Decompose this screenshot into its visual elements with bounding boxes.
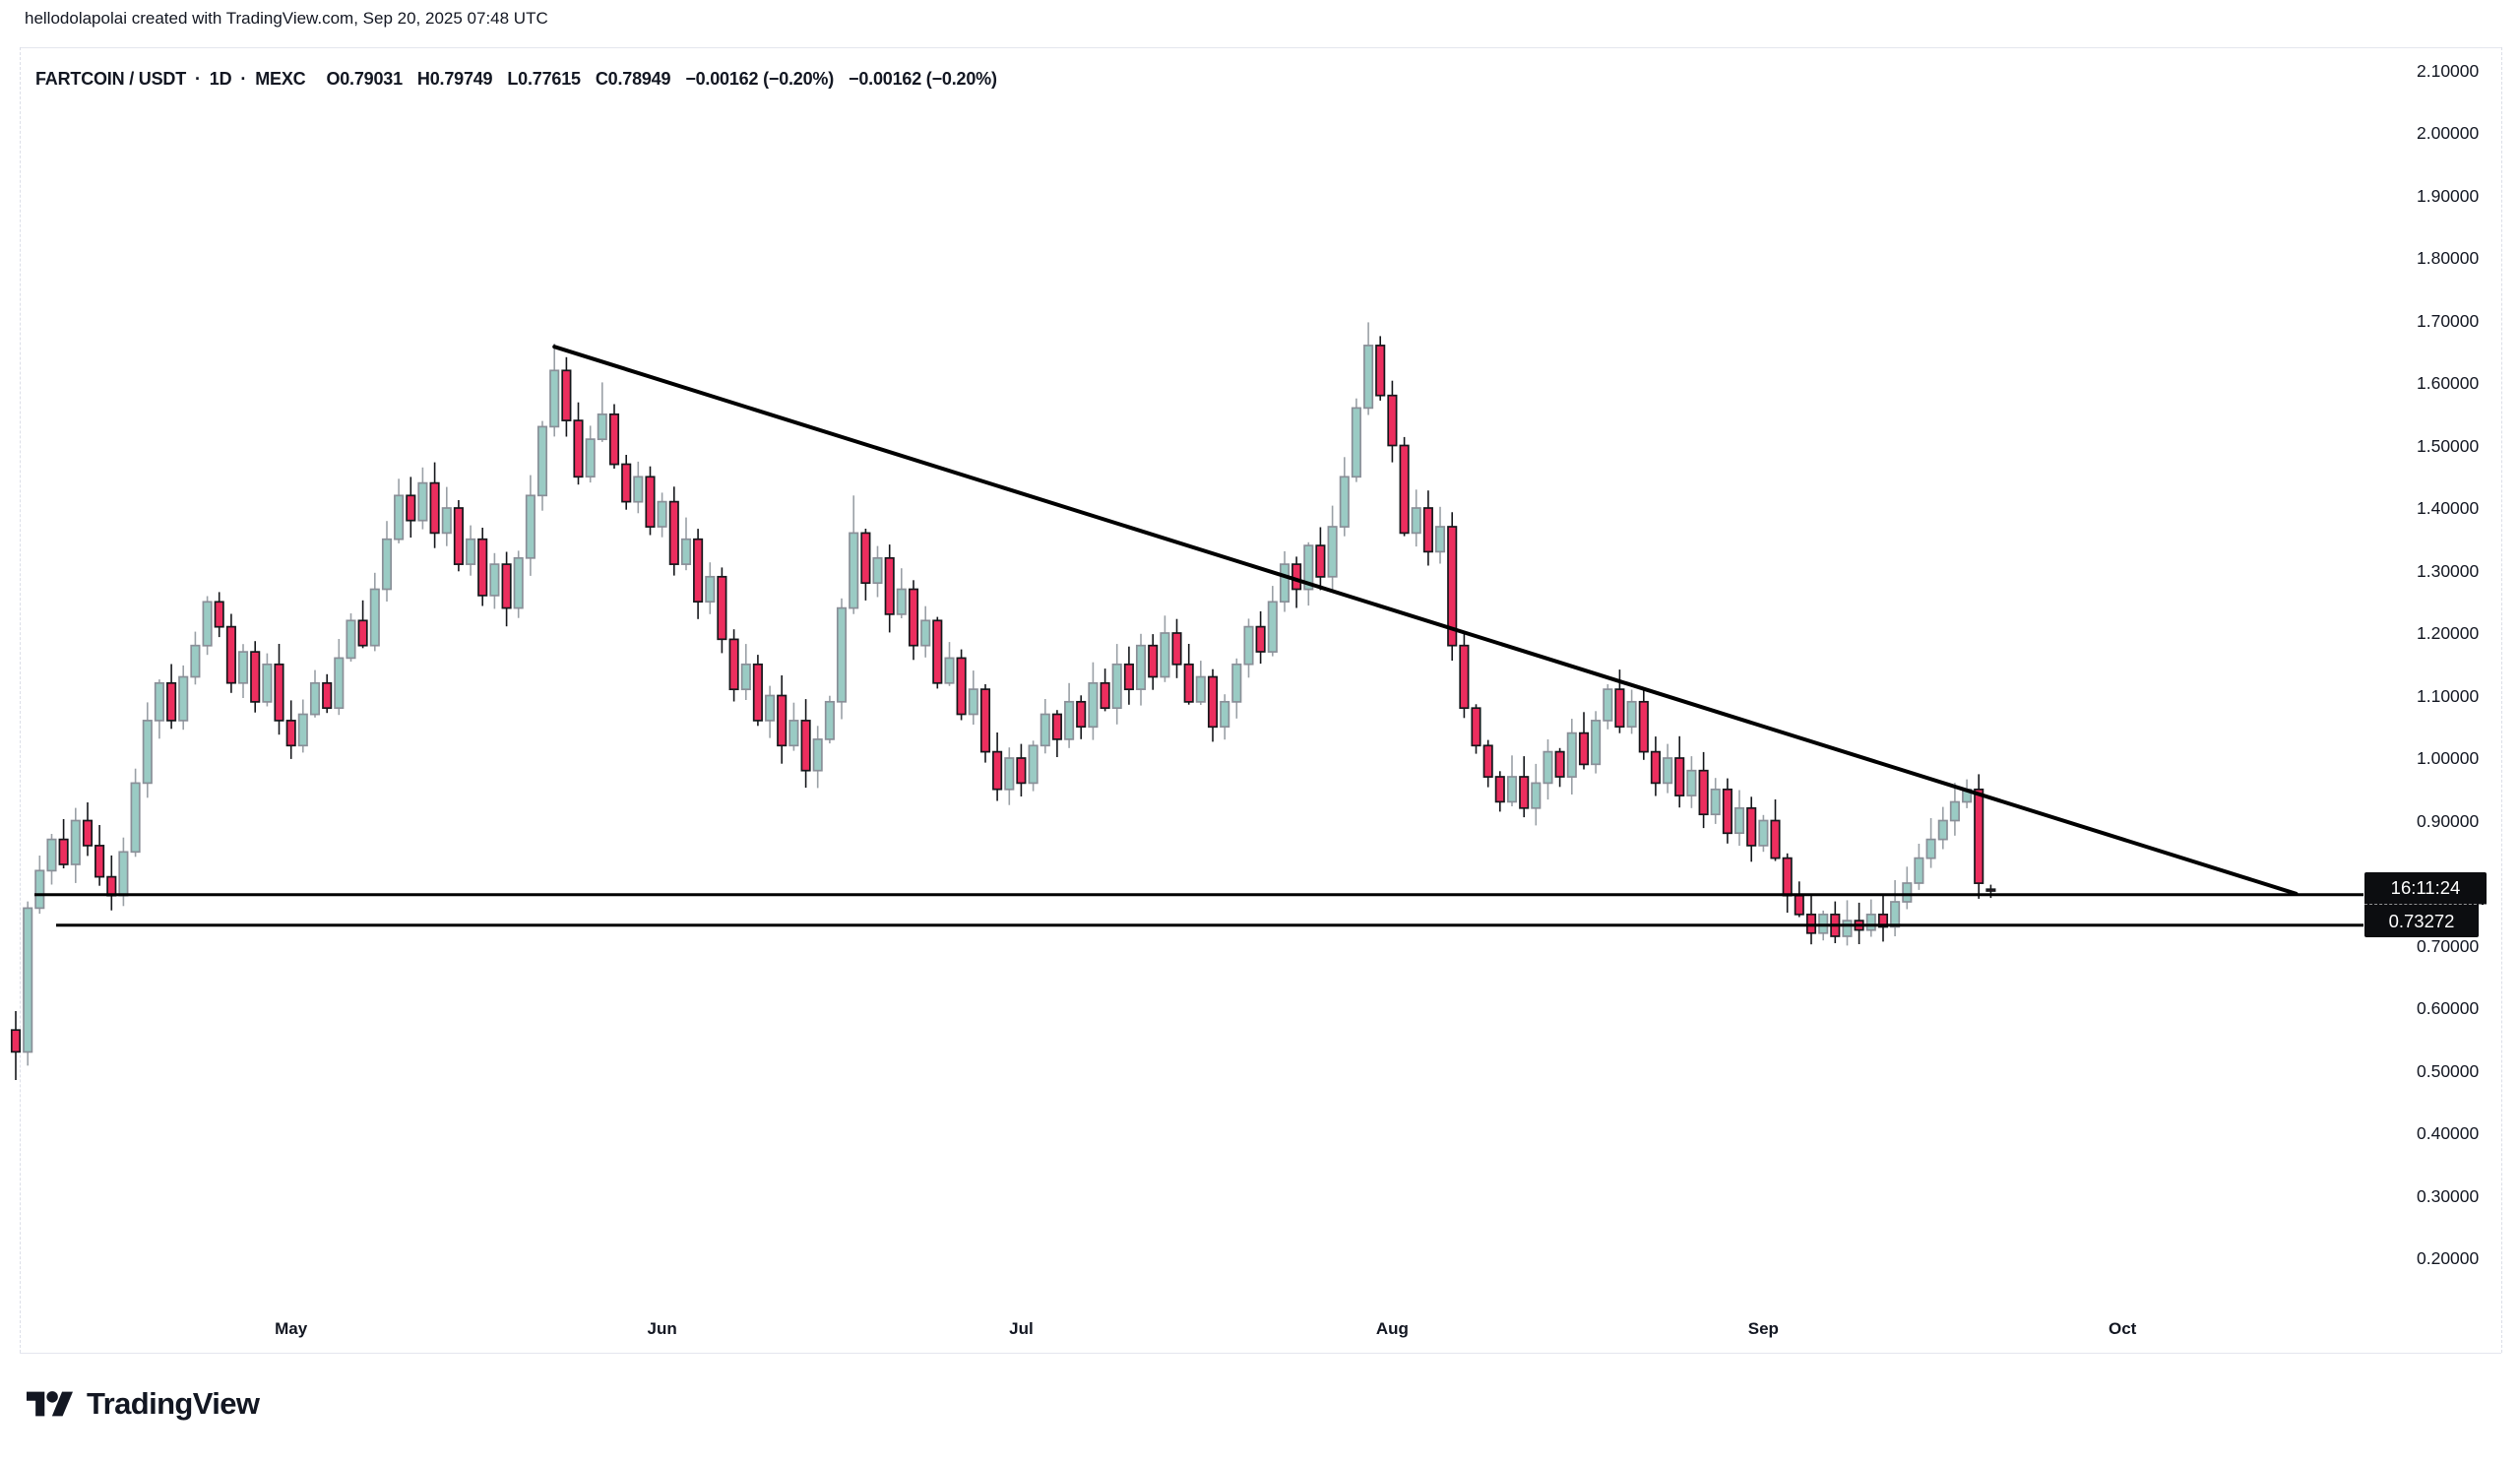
price-axis-label: 0.60000 — [2417, 998, 2480, 1018]
legend-low-value: L0.77615 — [507, 69, 581, 89]
legend-interval[interactable]: 1D — [209, 69, 232, 89]
price-axis-label: 1.30000 — [2417, 560, 2480, 581]
time-axis-label: Jun — [647, 1319, 677, 1338]
legend-change-secondary: −0.00162 (−0.20%) — [849, 69, 997, 89]
legend-close-value: C0.78949 — [595, 69, 671, 89]
time-axis-label: May — [275, 1319, 308, 1338]
price-axis-label: 1.60000 — [2417, 373, 2480, 393]
price-axis-label: 2.00000 — [2417, 123, 2480, 143]
chart-legend: FARTCOIN / USDT · 1D · MEXC O0.79031 H0.… — [35, 69, 997, 90]
tradingview-logo[interactable]: TradingView — [27, 1386, 260, 1422]
legend-high-value: H0.79749 — [416, 69, 493, 89]
tradingview-wordmark: TradingView — [87, 1386, 260, 1421]
time-axis-label: Oct — [2108, 1319, 2137, 1338]
price-axis-label: 0.20000 — [2417, 1248, 2480, 1268]
legend-symbol[interactable]: FARTCOIN / USDT — [35, 69, 186, 89]
legend-open-value: O0.79031 — [326, 69, 403, 89]
legend-exchange: MEXC — [255, 69, 306, 89]
legend-change: −0.00162 (−0.20%) — [685, 69, 835, 89]
price-axis-label: 1.80000 — [2417, 248, 2480, 268]
tradingview-logo-icon — [27, 1391, 73, 1417]
price-axis-label: 1.10000 — [2417, 685, 2480, 706]
horizontal-line-price-badge: 0.73272 — [2364, 905, 2479, 937]
time-axis-label: Aug — [1375, 1319, 1409, 1338]
pane-left-border — [20, 47, 21, 1353]
price-axis-label: 2.10000 — [2417, 60, 2480, 81]
pane-bottom-border — [20, 1353, 2501, 1354]
candlestick-series — [10, 322, 1996, 1080]
price-axis-label: 1.40000 — [2417, 498, 2480, 518]
price-axis-label: 1.90000 — [2417, 185, 2480, 206]
trendline-and-levels[interactable] — [34, 345, 2363, 927]
price-axis-label: 0.40000 — [2417, 1123, 2480, 1143]
time-axis-label: Sep — [1747, 1319, 1779, 1338]
bar-countdown-badge: 16:11:24 — [2364, 872, 2487, 905]
pane-top-border — [20, 47, 2501, 48]
price-axis-label: 1.50000 — [2417, 435, 2480, 456]
time-axis-label: Jul — [1009, 1319, 1034, 1338]
legend-separator: · — [240, 69, 247, 89]
price-axis-label: 0.50000 — [2417, 1060, 2480, 1081]
attribution-text: hellodolapolai created with TradingView.… — [25, 9, 548, 28]
price-axis-label: 1.00000 — [2417, 748, 2480, 768]
legend-separator: · — [195, 69, 201, 89]
pane-right-border — [2501, 47, 2502, 1353]
price-axis-label: 1.20000 — [2417, 623, 2480, 643]
price-axis-label: 0.30000 — [2417, 1185, 2480, 1206]
price-axis-label: 0.90000 — [2417, 810, 2480, 831]
price-axis-label: 1.70000 — [2417, 310, 2480, 331]
price-axis-label: 0.70000 — [2417, 935, 2480, 956]
